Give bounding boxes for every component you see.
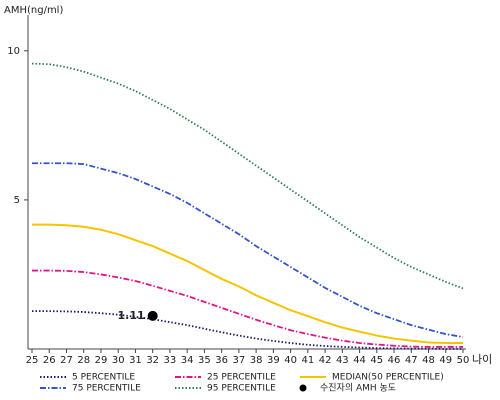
- y-tick-label: 5: [14, 195, 20, 206]
- x-tick-label: 36: [215, 355, 228, 366]
- legend-label: 5 PERCENTILE: [72, 373, 135, 383]
- x-tick-label: 42: [319, 355, 332, 366]
- x-tick-label: 31: [129, 355, 142, 366]
- legend-label: MEDIAN(50 PERCENTILE): [332, 373, 444, 383]
- x-tick-label: 34: [181, 355, 194, 366]
- x-tick-label: 32: [146, 355, 159, 366]
- x-tick-label: 29: [95, 355, 108, 366]
- series-line: [31, 62, 464, 290]
- x-tick-label: 39: [267, 355, 280, 366]
- x-tick-label: 25: [26, 355, 39, 366]
- x-tick-label: 33: [164, 355, 177, 366]
- x-tick-label: 41: [301, 355, 314, 366]
- series-line: [32, 269, 463, 348]
- x-tick-label: 43: [336, 355, 349, 366]
- x-tick-label: 37: [233, 355, 246, 366]
- x-tick-label: 40: [284, 355, 297, 366]
- legend-label: 25 PERCENTILE: [207, 373, 276, 383]
- legend-label: 95 PERCENTILE: [207, 384, 276, 394]
- x-tick-label: 38: [250, 355, 263, 366]
- x-tick-label: 27: [60, 355, 73, 366]
- x-tick-label: 47: [405, 355, 418, 366]
- x-tick-label: 49: [439, 355, 452, 366]
- patient-point: [147, 310, 158, 321]
- x-axis-label: 나이: [472, 353, 492, 366]
- x-tick-label: 46: [388, 355, 401, 366]
- x-tick-label: 28: [77, 355, 90, 366]
- series-line: [32, 162, 464, 338]
- x-tick-label: 30: [112, 355, 125, 366]
- x-tick-label: 45: [370, 355, 383, 366]
- legend-label: 수진자의 AMH 농도: [320, 383, 396, 394]
- x-tick-label: 50: [457, 355, 470, 366]
- legend-marker: [299, 384, 307, 392]
- series-line: [32, 223, 463, 345]
- y-tick-label: 10: [7, 46, 20, 57]
- legend-label: 75 PERCENTILE: [72, 384, 141, 394]
- series-line: [32, 310, 463, 350]
- x-tick-label: 48: [422, 355, 435, 366]
- y-axis-label: AMH(ng/ml): [4, 5, 63, 16]
- x-tick-label: 44: [353, 355, 366, 366]
- x-tick-label: 35: [198, 355, 211, 366]
- point-label: 1.11: [118, 309, 145, 322]
- x-tick-label: 26: [43, 355, 56, 366]
